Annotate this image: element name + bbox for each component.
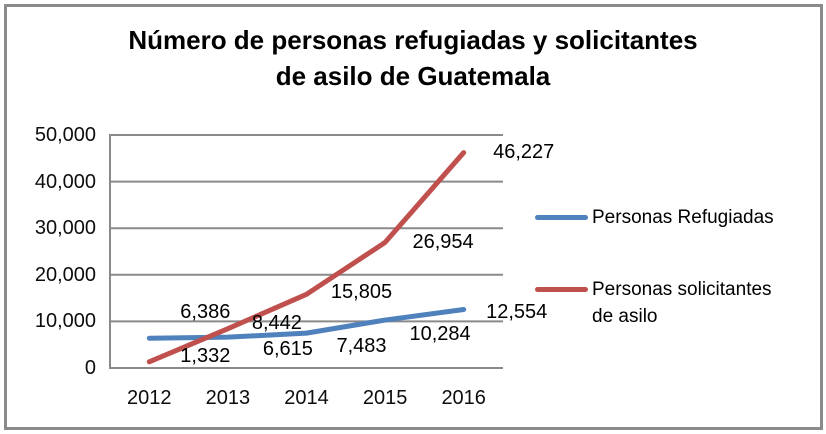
series-line-personas-solicitantes-de-asilo xyxy=(146,150,467,365)
y-tick-label: 10,000 xyxy=(34,310,96,333)
data-label: 12,554 xyxy=(486,301,548,324)
x-tick-label: 2014 xyxy=(284,387,329,409)
legend-label: Personas solicitantes de asilo xyxy=(592,276,772,330)
data-label: 6,386 xyxy=(180,301,231,324)
data-label: 1,332 xyxy=(180,344,231,367)
chart-title-line-1: Número de personas refugiadas y solicita… xyxy=(128,25,698,55)
data-label: 46,227 xyxy=(493,140,555,163)
x-tick-label: 2013 xyxy=(205,387,251,409)
legend-item: Personas Refugiadas xyxy=(535,204,774,231)
legend-line-swatch xyxy=(535,287,588,292)
legend-label-line: Personas solicitantes xyxy=(592,279,772,300)
y-tick-label: 50,000 xyxy=(34,124,96,146)
data-label: 7,483 xyxy=(336,335,387,358)
legend-item: Personas solicitantes de asilo xyxy=(535,276,772,330)
legend-line-swatch xyxy=(535,215,588,220)
x-tick-label: 2015 xyxy=(362,387,408,409)
y-tick-label: 30,000 xyxy=(34,217,96,240)
legend-label-line: de asilo xyxy=(592,306,658,327)
data-label: 26,954 xyxy=(412,231,474,254)
chart-title: Número de personas refugiadas y solicita… xyxy=(0,22,826,94)
x-tick-label: 2012 xyxy=(127,387,172,409)
data-label: 8,442 xyxy=(251,311,302,334)
x-tick-label: 2016 xyxy=(441,387,486,409)
chart-title-line-2: de asilo de Guatemala xyxy=(275,61,551,91)
legend-label-line: Personas Refugiadas xyxy=(592,207,774,228)
data-label: 15,805 xyxy=(330,281,393,304)
y-tick-label: 0 xyxy=(84,357,96,379)
data-label: 6,615 xyxy=(262,338,313,361)
legend-label: Personas Refugiadas xyxy=(592,204,774,231)
data-label: 10,284 xyxy=(409,323,471,346)
chart-border-frame xyxy=(4,4,823,430)
y-tick-label: 40,000 xyxy=(34,170,96,193)
y-tick-label: 20,000 xyxy=(34,263,96,286)
